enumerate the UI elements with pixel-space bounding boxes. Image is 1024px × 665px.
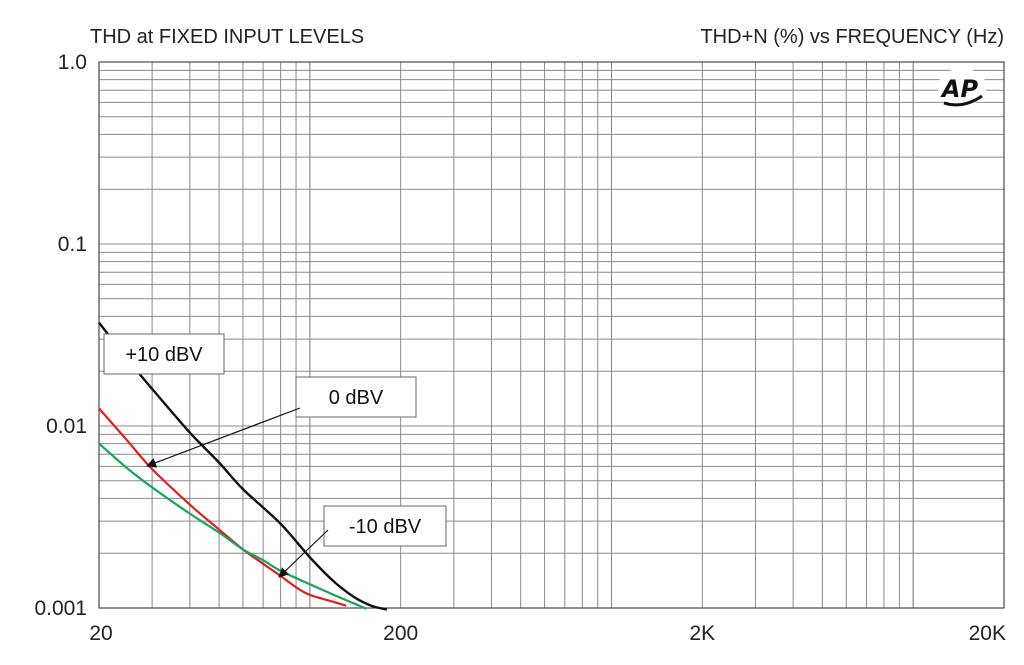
x-tick-label: 200 [383,622,418,645]
x-axis-ticks: 20 200 2K 20K [89,622,1006,645]
y-tick-label: 0.01 [46,415,87,438]
arrow-minus10-dbv [278,529,329,578]
annotation-minus10-dbv: -10 dBV [349,516,422,538]
chart-subtitle: THD+N (%) vs FREQUENCY (Hz) [700,26,1004,48]
y-tick-label: 0.1 [58,233,87,256]
label-box-plus10 [103,333,225,375]
chart-title: THD at FIXED INPUT LEVELS [90,26,364,48]
logo-text: AP [940,75,979,103]
annotation-0-dbv: 0 dBV [329,387,384,409]
arrow-0-dbv [146,407,301,468]
x-tick-label: 20K [969,622,1006,645]
label-box-minus10 [323,505,447,547]
series-line-10-dbv [98,321,388,611]
series-line-10-dbv [98,442,367,610]
y-tick-label: 0.001 [34,597,87,620]
plot-frame [98,61,1005,609]
grid [98,61,1005,609]
annotation-plus10-dbv: +10 dBV [125,344,203,366]
series-line-0-dbv [98,407,347,607]
label-box-0 [295,376,417,418]
ap-logo: AP [937,68,987,107]
y-tick-label: 1.0 [58,51,87,74]
y-axis-ticks: 0.001 0.01 0.1 1.0 [34,51,87,620]
x-tick-label: 20 [89,622,112,645]
x-tick-label: 2K [689,622,715,645]
